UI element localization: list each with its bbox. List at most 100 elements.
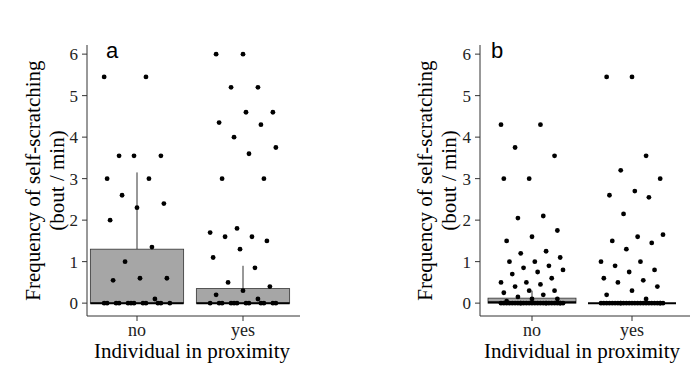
point — [630, 75, 635, 80]
point — [226, 280, 231, 285]
point — [220, 176, 225, 181]
point — [241, 52, 246, 57]
point — [530, 301, 535, 306]
point — [158, 153, 163, 158]
point — [238, 247, 243, 252]
point — [217, 120, 222, 125]
point — [621, 212, 626, 217]
y-tick — [82, 220, 87, 221]
x-label: Individual in proximity — [484, 339, 680, 363]
point — [232, 135, 237, 140]
point — [530, 234, 535, 239]
point — [208, 230, 213, 235]
y-tick — [475, 303, 480, 304]
point — [618, 301, 623, 306]
y-tick — [82, 54, 87, 55]
point — [117, 301, 122, 306]
point — [111, 278, 116, 283]
point — [223, 234, 228, 239]
box — [90, 249, 183, 303]
point — [144, 301, 149, 306]
point — [552, 288, 557, 293]
point — [132, 153, 137, 158]
point — [555, 297, 560, 302]
point — [105, 301, 110, 306]
y-tick — [82, 261, 87, 262]
point — [618, 168, 623, 173]
point — [630, 301, 635, 306]
point — [235, 226, 240, 231]
point — [541, 214, 546, 219]
y-tick-label: 4 — [463, 128, 472, 147]
point — [544, 301, 549, 306]
point — [256, 85, 261, 90]
panel-label: b — [491, 38, 503, 63]
point — [638, 259, 643, 264]
y-tick — [475, 220, 480, 221]
y-tick-label: 6 — [70, 45, 79, 64]
point — [647, 195, 652, 200]
point — [658, 301, 663, 306]
point — [544, 249, 549, 254]
y-label: (bout / min) — [45, 130, 69, 230]
point — [164, 276, 169, 281]
point — [158, 301, 163, 306]
figure: 0123456noyesIndividual in proximityFrequ… — [0, 0, 700, 377]
point — [102, 75, 107, 80]
point — [513, 284, 518, 289]
point — [235, 301, 240, 306]
point — [510, 272, 515, 277]
point — [527, 288, 532, 293]
point — [208, 301, 213, 306]
point — [253, 265, 258, 270]
point — [635, 234, 640, 239]
point — [613, 263, 618, 268]
x-tick-label: yes — [231, 320, 255, 340]
point — [504, 301, 509, 306]
point — [555, 228, 560, 233]
point — [599, 259, 604, 264]
y-tick-label: 1 — [70, 253, 79, 272]
panel-label: a — [106, 38, 119, 63]
panel-1: 0123456noyesIndividual in proximityFrequ… — [413, 38, 690, 363]
y-tick — [475, 178, 480, 179]
point — [144, 75, 149, 80]
point — [105, 176, 110, 181]
point — [513, 145, 518, 150]
point — [535, 270, 540, 275]
x-label: Individual in proximity — [94, 339, 290, 363]
point — [644, 301, 649, 306]
y-tick — [475, 261, 480, 262]
point — [214, 292, 219, 297]
y-tick-label: 4 — [70, 128, 79, 147]
point — [117, 153, 122, 158]
y-tick-label: 5 — [70, 87, 79, 106]
point — [552, 153, 557, 158]
point — [630, 288, 635, 293]
point — [138, 276, 143, 281]
point — [262, 176, 267, 181]
y-tick-label: 0 — [463, 294, 472, 313]
point — [558, 255, 563, 260]
y-tick-label: 0 — [70, 294, 79, 313]
point — [135, 205, 140, 210]
point — [527, 176, 532, 181]
point — [501, 290, 506, 295]
whisker-high — [137, 172, 138, 249]
point — [610, 238, 615, 243]
point — [541, 292, 546, 297]
point — [561, 268, 566, 273]
point — [524, 280, 529, 285]
point — [604, 301, 609, 306]
point — [123, 259, 128, 264]
point — [618, 301, 623, 306]
point — [538, 282, 543, 287]
point — [270, 110, 275, 115]
point — [267, 284, 272, 289]
point — [247, 301, 252, 306]
point — [516, 295, 521, 300]
point — [532, 259, 537, 264]
point — [120, 193, 125, 198]
point — [661, 232, 666, 237]
point — [644, 153, 649, 158]
